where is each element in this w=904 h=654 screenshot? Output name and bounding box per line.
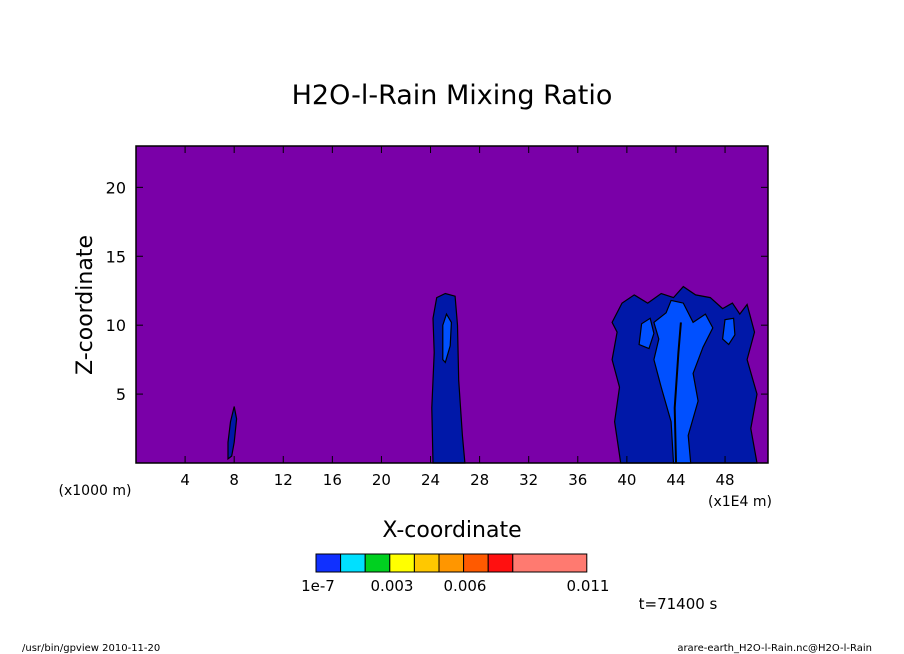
plot-area [135,145,769,464]
x-tick-label: 32 [519,471,538,489]
color-scale-swatch-9 [512,553,588,573]
y-tick-label: 15 [106,247,126,266]
contour-regions [227,285,758,464]
color-scale-swatch-5 [413,553,440,573]
chart-title: H2O-l-Rain Mixing Ratio [292,80,613,111]
color-scale-swatch-6 [438,553,465,573]
color-scale-labels: 1e-7 0.003 0.006 0.011 [301,577,609,595]
footer-right: arare-earth_H2O-l-Rain.nc@H2O-l-Rain [677,643,872,654]
color-scale-swatch-2 [340,553,366,573]
y-scale-label: (x1000 m) [59,483,132,499]
x-axis-label: X-coordinate [382,518,521,543]
plot-frame [135,145,769,464]
color-scale-label: 0.003 [371,577,414,595]
color-scale-swatch-3 [364,553,391,573]
x-tick-label: 16 [323,471,342,489]
color-scale-swatch-8 [487,553,514,573]
contour-region-7 [721,317,736,346]
contour-region-6 [638,317,655,350]
x-tick-label: 36 [568,471,587,489]
color-scale-swatch-4 [389,553,415,573]
x-axis-ticks: 4 8 12 16 20 24 28 32 36 40 44 48 [180,146,735,489]
time-annotation: t=71400 s [639,595,718,613]
color-scale-label: 0.006 [444,577,487,595]
x-tick-label: 44 [666,471,685,489]
y-tick-label: 5 [116,385,126,404]
color-scale-label: 0.011 [567,577,610,595]
x-tick-label: 8 [229,471,239,489]
color-scale-swatch-1 [315,553,342,573]
x-scale-label: (x1E4 m) [708,494,772,510]
y-tick-label: 20 [106,178,126,197]
y-axis-label: Z-coordinate [73,235,98,375]
color-scale-label: 1e-7 [301,577,335,595]
y-axis-ticks: 5 10 15 20 [106,178,768,404]
contour-region-1 [227,406,238,461]
contour-core-line [673,322,682,464]
x-tick-label: 48 [716,471,735,489]
color-scale-bar [315,553,588,573]
x-tick-label: 40 [617,471,636,489]
color-scale-swatch-7 [463,553,489,573]
y-tick-label: 10 [106,316,126,335]
x-tick-label: 24 [421,471,440,489]
footer-left: /usr/bin/gpview 2010-11-20 [22,643,160,654]
x-tick-label: 12 [274,471,293,489]
x-tick-label: 28 [470,471,489,489]
contour-region-2 [431,292,466,464]
x-tick-label: 4 [180,471,190,489]
contour-region-5 [653,299,714,464]
x-tick-label: 20 [372,471,391,489]
contour-region-4 [442,312,453,364]
